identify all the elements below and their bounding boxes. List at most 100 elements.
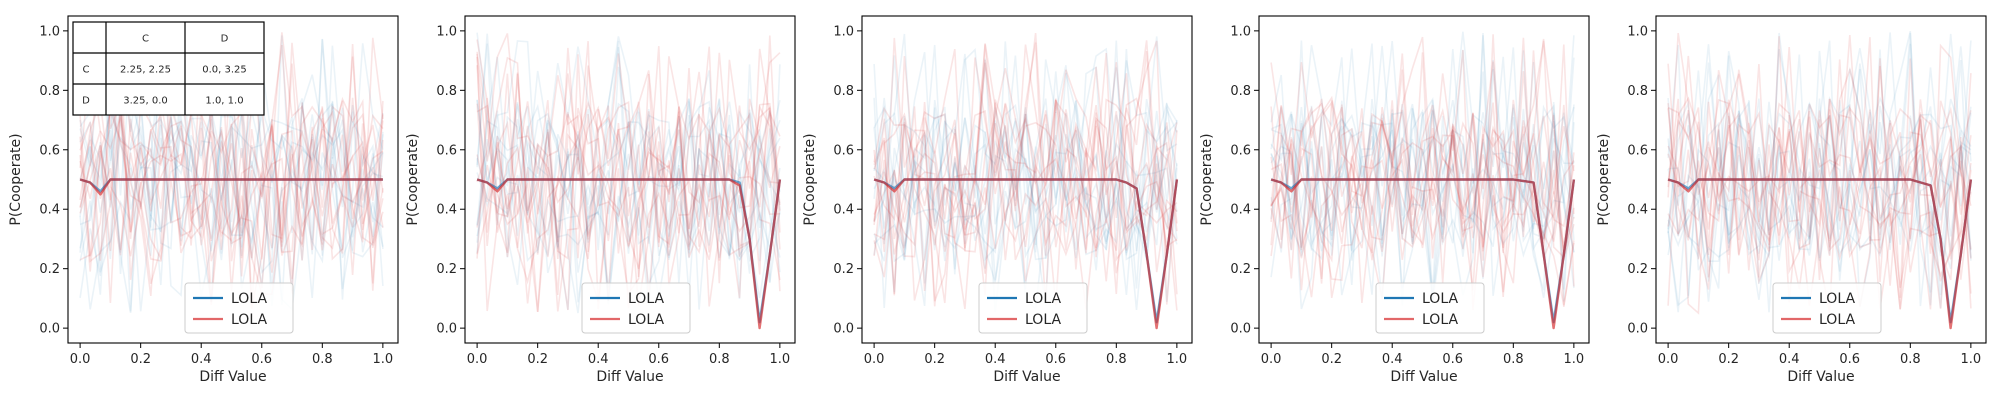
trial-trace xyxy=(1270,100,1575,297)
y-tick-label: 0.8 xyxy=(1230,84,1251,99)
x-tick-label: 0.2 xyxy=(527,352,548,367)
trial-trace xyxy=(79,31,384,258)
trial-trace xyxy=(873,40,1178,307)
trial-trace xyxy=(79,35,384,286)
table-col-header: D xyxy=(221,34,229,45)
trial-trace xyxy=(79,35,384,306)
x-axis-label: Diff Value xyxy=(1390,369,1457,385)
trial-trace xyxy=(476,47,781,292)
x-tick-label: 0.4 xyxy=(985,352,1006,367)
trial-trace xyxy=(1270,37,1575,259)
trial-trace xyxy=(873,53,1178,293)
table-col-header: C xyxy=(142,34,149,45)
trial-trace xyxy=(1667,32,1972,272)
y-tick-label: 0.0 xyxy=(833,322,854,337)
trial-trace xyxy=(79,54,384,298)
trial-trace xyxy=(873,44,1178,304)
y-tick-label: 0.2 xyxy=(833,262,854,277)
y-axis-label: P(Cooperate) xyxy=(405,133,421,225)
y-tick-label: 0.2 xyxy=(1230,262,1251,277)
trial-trace xyxy=(873,37,1178,311)
trial-trace xyxy=(1270,99,1575,302)
x-tick-label: 0.4 xyxy=(191,352,212,367)
y-tick-label: 1.0 xyxy=(833,24,854,39)
trial-trace xyxy=(873,42,1178,296)
trial-trace xyxy=(1270,50,1575,311)
y-tick-label: 1.0 xyxy=(1627,24,1648,39)
trial-trace xyxy=(873,48,1178,256)
x-tick-label: 0.2 xyxy=(130,352,151,367)
y-tick-label: 0.0 xyxy=(1230,322,1251,337)
trial-trace xyxy=(79,100,384,300)
trial-trace xyxy=(1270,44,1575,287)
trial-trace xyxy=(476,40,781,283)
x-tick-label: 0.2 xyxy=(1321,352,1342,367)
y-tick-label: 0.8 xyxy=(436,84,457,99)
trial-trace xyxy=(1270,61,1575,300)
trial-trace xyxy=(476,35,781,312)
trial-trace xyxy=(1667,46,1972,309)
x-tick-label: 0.4 xyxy=(588,352,609,367)
trial-trace xyxy=(79,43,384,306)
trial-trace xyxy=(1667,99,1972,314)
trial-trace xyxy=(476,40,781,288)
trial-trace xyxy=(1270,31,1575,304)
chart-panel-4: 0.0 0.2 0.4 0.6 0.8 1.0 0.0 0.2 0.4 0.6 0.8 1.0 Diff… xyxy=(1199,15,1590,385)
trial-trace xyxy=(1270,71,1575,291)
trial-trace xyxy=(476,70,781,258)
trial-trace xyxy=(1667,44,1972,296)
trial-trace xyxy=(476,51,781,260)
trial-trace xyxy=(476,32,781,310)
trial-trace xyxy=(79,45,384,310)
trial-trace xyxy=(873,67,1178,310)
trial-trace xyxy=(1270,43,1575,279)
trial-trace xyxy=(1667,32,1972,309)
y-tick-label: 0.6 xyxy=(1230,143,1251,158)
trial-trace xyxy=(476,52,781,260)
x-axis-label: Diff Value xyxy=(993,369,1060,385)
axes-frame xyxy=(1655,15,1987,344)
trial-trace xyxy=(1270,69,1575,306)
trial-trace xyxy=(1667,96,1972,313)
trial-trace xyxy=(1667,55,1972,286)
trial-trace xyxy=(79,38,384,312)
x-tick-label: 0.6 xyxy=(1839,352,1860,367)
trial-trace xyxy=(873,52,1178,261)
legend-label: LOLA xyxy=(628,291,664,307)
trial-trace xyxy=(1667,32,1972,307)
x-tick-label: 1.0 xyxy=(1961,352,1982,367)
y-tick-label: 1.0 xyxy=(436,24,457,39)
x-tick-label: 1.0 xyxy=(373,352,394,367)
x-axis-label: Diff Value xyxy=(596,369,663,385)
trial-trace xyxy=(1270,104,1575,252)
trial-traces xyxy=(1270,31,1575,311)
trial-trace xyxy=(1667,66,1972,309)
x-tick-label: 0.8 xyxy=(1900,352,1921,367)
trial-trace xyxy=(79,44,384,312)
trial-trace xyxy=(476,46,781,312)
trial-trace xyxy=(1667,97,1972,302)
trial-trace xyxy=(1667,46,1972,306)
y-tick-label: 0.0 xyxy=(1627,322,1648,337)
trial-trace xyxy=(1270,35,1575,300)
series-line-red xyxy=(873,178,1179,330)
trial-trace xyxy=(476,65,781,302)
x-tick-label: 0.0 xyxy=(864,352,885,367)
x-tick-label: 1.0 xyxy=(1564,352,1585,367)
y-tick-label: 0.0 xyxy=(436,322,457,337)
legend: LOLA LOLA xyxy=(184,282,294,334)
table-row-header: C xyxy=(83,65,90,76)
table-cell: 1.0, 1.0 xyxy=(205,96,243,107)
legend-label: LOLA xyxy=(231,312,267,328)
trial-trace xyxy=(873,40,1178,306)
trial-trace xyxy=(873,41,1178,302)
y-tick-label: 0.2 xyxy=(1627,262,1648,277)
legend-box xyxy=(581,282,691,334)
table-cell: 0.0, 3.25 xyxy=(202,65,247,76)
legend-label: LOLA xyxy=(628,312,664,328)
x-tick-label: 0.2 xyxy=(1718,352,1739,367)
trial-trace xyxy=(1270,36,1575,263)
legend-label: LOLA xyxy=(1422,312,1458,328)
trial-trace xyxy=(873,62,1178,306)
trial-trace xyxy=(1667,64,1972,288)
